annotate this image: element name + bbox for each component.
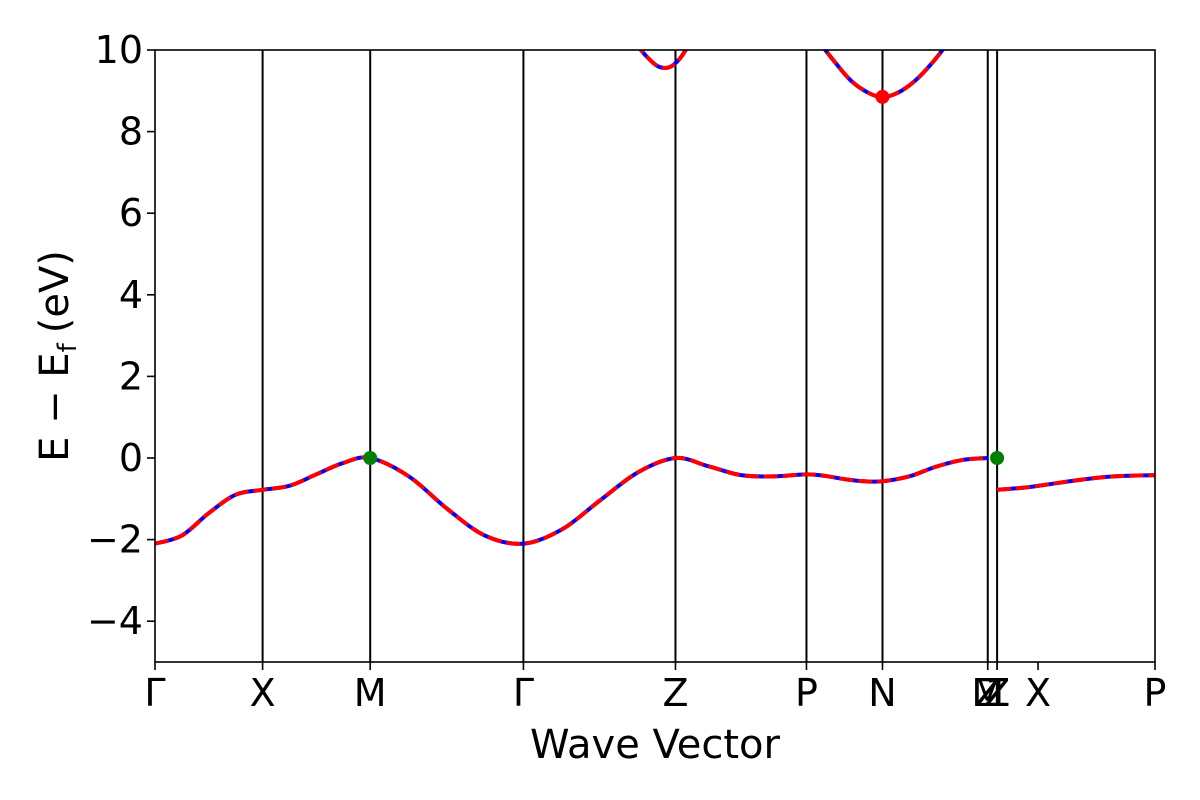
y-tick-label-4: 4	[119, 273, 143, 317]
y-tick-label-6: 8	[119, 110, 143, 154]
x-tick-label-0: Γ	[144, 671, 165, 715]
x-axis-title: Wave Vector	[530, 722, 781, 768]
x-tick-label-4: Z	[662, 671, 688, 715]
plot-frame	[154, 49, 1156, 663]
extremum-markers	[363, 89, 1005, 465]
plot-background	[155, 50, 1155, 662]
conduction-band-dashed-1	[822, 50, 946, 99]
extremum-marker-0	[363, 451, 378, 465]
x-tick-label-1: X	[250, 671, 276, 715]
y-tick-label-0: −4	[87, 599, 143, 643]
x-tick-label-2: M	[354, 671, 387, 715]
x-tick-label-6: N	[868, 671, 896, 715]
kpoint-vertical-lines	[261, 50, 999, 662]
x-tick-label-12: P	[1144, 671, 1167, 715]
y-axis-title-unit: (eV)	[32, 250, 78, 333]
y-axis-title-subscript: f	[53, 342, 83, 352]
y-tick-label-2: 0	[119, 436, 143, 480]
y-tick-label-3: 2	[119, 354, 143, 398]
conduction-band-dashed-0	[638, 50, 689, 70]
x-tick-label-10: 1	[985, 671, 1009, 715]
y-tick-label-7: 10	[95, 28, 143, 72]
y-tick-label-1: −2	[87, 518, 143, 562]
valence-band-dashed-1	[996, 473, 1155, 492]
valence-band-dashed-0	[155, 455, 988, 546]
extremum-marker-1	[990, 451, 1005, 465]
y-axis-title-main: E − E	[32, 352, 78, 462]
x-tick-label-5: P	[795, 671, 818, 715]
x-tick-label-3: Γ	[513, 671, 534, 715]
x-tick-label-11: X	[1025, 671, 1051, 715]
y-axis-title: E − Ef (eV)	[32, 250, 83, 462]
x-tick-label-7: M	[971, 671, 1004, 715]
extremum-marker-2	[875, 89, 890, 104]
x-tick-label-8: Z	[975, 671, 1001, 715]
x-tick-label-9: Z	[984, 671, 1010, 715]
y-axis-title-group: E − Ef (eV)	[32, 250, 83, 462]
y-tick-label-5: 6	[119, 191, 143, 235]
y-axis-ticks: −4 −2 0 2 4 6 8 10	[87, 28, 155, 643]
